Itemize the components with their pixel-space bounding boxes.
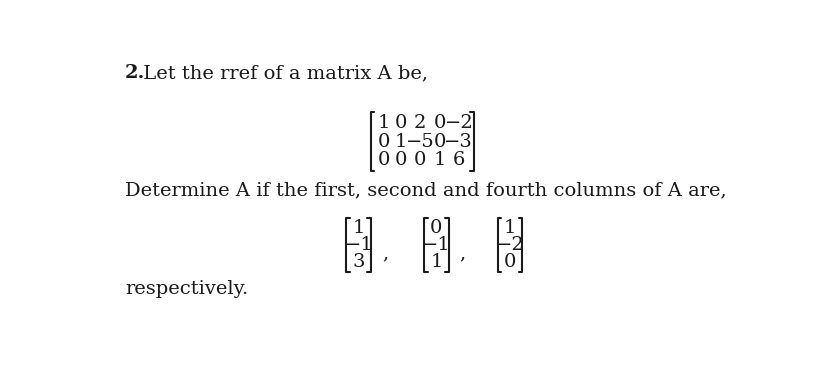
Text: 0: 0 bbox=[378, 151, 390, 169]
Text: −2: −2 bbox=[496, 236, 525, 254]
Text: 1: 1 bbox=[433, 151, 446, 169]
Text: 0: 0 bbox=[394, 151, 407, 169]
Text: 1: 1 bbox=[378, 114, 390, 132]
Text: 0: 0 bbox=[378, 133, 390, 151]
Text: 2.: 2. bbox=[125, 64, 145, 82]
Text: 0: 0 bbox=[414, 151, 427, 169]
Text: 2: 2 bbox=[414, 114, 427, 132]
Text: 1: 1 bbox=[504, 219, 516, 237]
Text: Determine A if the first, second and fourth columns of A are,: Determine A if the first, second and fou… bbox=[125, 181, 727, 199]
Text: respectively.: respectively. bbox=[125, 279, 248, 298]
Text: −3: −3 bbox=[445, 133, 474, 151]
Text: −1: −1 bbox=[345, 236, 373, 254]
Text: ,: , bbox=[382, 244, 389, 262]
Text: −1: −1 bbox=[422, 236, 450, 254]
Text: −2: −2 bbox=[445, 114, 474, 132]
Text: 1: 1 bbox=[394, 133, 407, 151]
Text: 0: 0 bbox=[433, 114, 446, 132]
Text: −5: −5 bbox=[406, 133, 435, 151]
Text: 0: 0 bbox=[430, 219, 442, 237]
Text: 1: 1 bbox=[353, 219, 365, 237]
Text: 0: 0 bbox=[433, 133, 446, 151]
Text: ,: , bbox=[460, 244, 466, 262]
Text: Let the rref of a matrix A be,: Let the rref of a matrix A be, bbox=[137, 64, 428, 82]
Text: 0: 0 bbox=[504, 253, 516, 271]
Text: 6: 6 bbox=[453, 151, 465, 169]
Text: 3: 3 bbox=[352, 253, 365, 271]
Text: 1: 1 bbox=[430, 253, 442, 271]
Text: 0: 0 bbox=[394, 114, 407, 132]
